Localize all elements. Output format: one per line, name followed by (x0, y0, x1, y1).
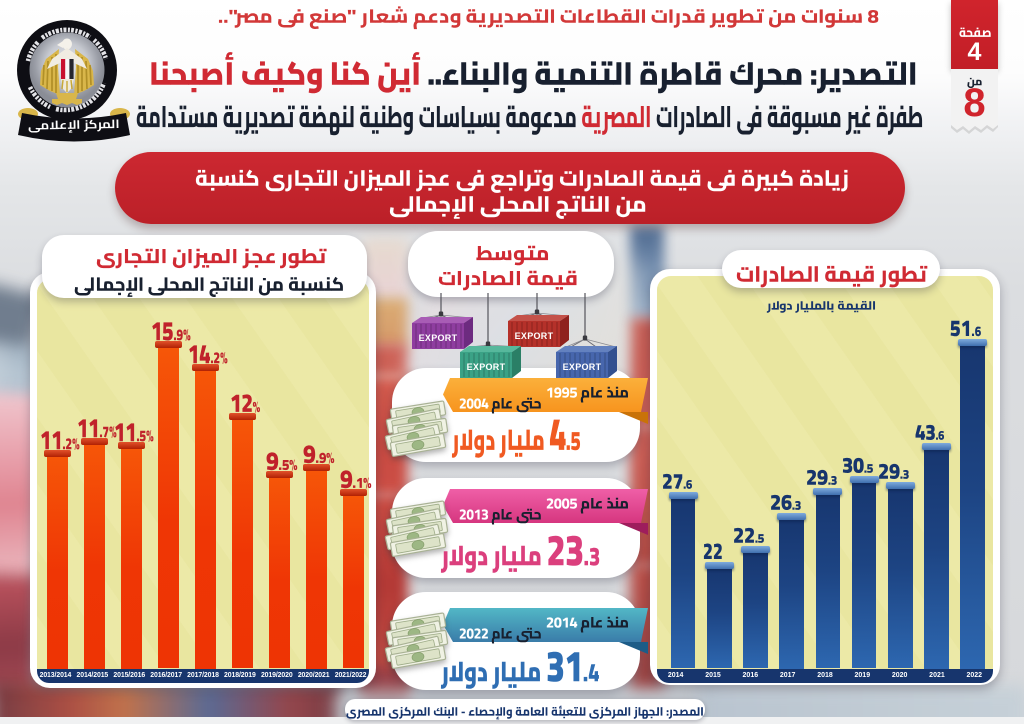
svg-text:EXPORT: EXPORT (563, 362, 602, 372)
svg-text:EXPORT: EXPORT (419, 333, 458, 343)
svg-text:EXPORT: EXPORT (467, 362, 506, 372)
svg-text:EXPORT: EXPORT (515, 331, 554, 341)
